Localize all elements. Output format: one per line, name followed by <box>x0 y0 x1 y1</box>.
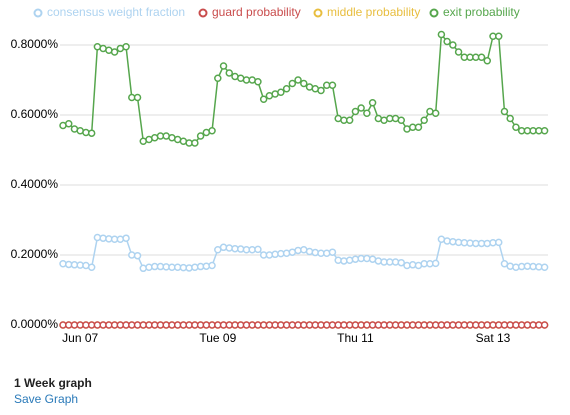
data-point <box>431 259 440 268</box>
data-point <box>328 81 337 89</box>
data-point <box>512 123 520 131</box>
data-point <box>254 245 262 254</box>
data-point <box>64 120 73 128</box>
legend-marker <box>313 8 323 18</box>
data-point <box>414 123 423 131</box>
y-tick-label: 0.4000% <box>11 177 59 191</box>
legend-label: exit probability <box>443 5 520 19</box>
data-point <box>254 78 262 86</box>
y-tick-label: 0.2000% <box>11 247 59 261</box>
data-point <box>277 88 285 96</box>
data-point <box>357 104 365 112</box>
data-point <box>122 43 130 51</box>
legend-marker <box>429 8 439 18</box>
legend-marker <box>33 8 43 18</box>
data-point <box>139 264 148 273</box>
data-point <box>110 48 119 56</box>
data-point <box>225 69 234 77</box>
data-point <box>420 116 428 124</box>
data-point <box>208 127 216 135</box>
data-point <box>368 99 377 107</box>
data-point <box>540 321 549 329</box>
data-point <box>87 263 96 271</box>
data-point <box>122 234 130 242</box>
data-point <box>317 86 325 95</box>
data-point <box>477 53 486 61</box>
series-line <box>62 32 545 144</box>
data-point <box>191 139 199 147</box>
data-point <box>437 30 446 39</box>
data-point <box>345 116 354 124</box>
chart: 0.0000% 0.2000% 0.4000% 0.6000% 0.8000% Jun 0… <box>11 5 549 345</box>
data-point <box>288 79 297 88</box>
data-point <box>282 85 291 93</box>
data-point <box>431 109 440 117</box>
data-point <box>506 262 514 270</box>
data-point <box>540 263 549 271</box>
data-point <box>259 95 268 103</box>
x-tick-label: Tue 09 <box>199 331 236 345</box>
data-point <box>133 93 142 102</box>
data-point <box>219 62 228 70</box>
data-point <box>214 74 222 82</box>
data-point <box>494 32 503 40</box>
data-point <box>351 107 360 116</box>
data-point <box>449 41 457 49</box>
y-tick-label: 0.6000% <box>11 107 59 121</box>
data-point <box>294 76 302 84</box>
data-point <box>454 48 463 56</box>
data-point <box>500 107 509 116</box>
data-point <box>345 256 354 264</box>
data-point <box>483 57 492 65</box>
x-tick-label: Thu 11 <box>337 331 374 345</box>
data-point <box>494 238 503 247</box>
data-point <box>208 261 216 270</box>
data-point <box>300 79 308 88</box>
data-point <box>87 129 96 137</box>
graph-label: 1 Week graph <box>14 376 92 390</box>
data-point <box>133 251 142 260</box>
data-point <box>374 257 383 265</box>
y-tick-label: 0.8000% <box>11 37 59 51</box>
data-point <box>540 127 549 135</box>
data-point <box>116 235 125 243</box>
data-point <box>506 114 514 123</box>
data-point <box>443 37 451 46</box>
legend-marker <box>198 8 208 18</box>
legend-label: middle probability <box>327 5 420 19</box>
data-point <box>397 258 406 267</box>
data-point <box>328 248 337 256</box>
data-point <box>363 109 371 117</box>
x-tick-label: Jun 07 <box>62 331 98 345</box>
y-tick-label: 0.0000% <box>11 317 59 331</box>
data-point <box>282 249 291 257</box>
x-tick-label: Sat 13 <box>476 331 511 345</box>
data-point <box>305 247 314 256</box>
data-point <box>196 132 205 140</box>
legend-label: guard probability <box>212 5 301 19</box>
data-point <box>397 116 406 124</box>
data-point <box>322 249 331 257</box>
legend-label: consensus weight fraction <box>47 5 185 19</box>
save-graph-link[interactable]: Save Graph <box>14 392 79 406</box>
